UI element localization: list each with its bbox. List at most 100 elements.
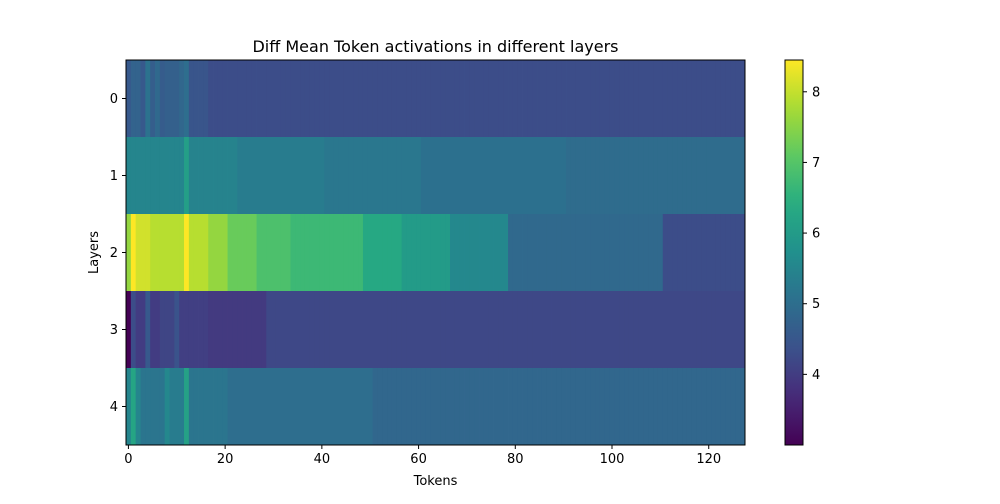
heatmap-cell xyxy=(222,291,228,369)
heatmap-cell xyxy=(691,214,698,292)
heatmap-cell xyxy=(546,214,552,292)
heatmap-cell xyxy=(164,214,170,292)
heatmap-cell xyxy=(285,368,291,446)
heatmap-cell xyxy=(401,137,407,215)
heatmap-cell xyxy=(382,291,388,369)
heatmap-cell xyxy=(469,137,475,215)
heatmap-cell xyxy=(213,137,219,215)
heatmap-cell xyxy=(643,137,649,215)
heatmap-cell xyxy=(585,60,591,138)
heatmap-cell xyxy=(648,60,654,138)
heatmap-cell xyxy=(483,368,490,446)
heatmap-cell xyxy=(633,60,640,138)
heatmap-cell xyxy=(464,60,470,138)
heatmap-cell xyxy=(551,291,557,369)
heatmap-cell xyxy=(280,291,286,369)
heatmap-cell xyxy=(440,214,446,292)
heatmap-cell xyxy=(135,214,141,292)
heatmap-cell xyxy=(672,137,678,215)
heatmap-cell xyxy=(701,137,707,215)
heatmap-cell xyxy=(696,60,702,138)
heatmap-cell xyxy=(701,60,707,138)
heatmap-cell xyxy=(459,60,465,138)
heatmap-cell xyxy=(372,214,378,292)
heatmap-cell xyxy=(290,137,296,215)
heatmap-cell xyxy=(304,368,311,446)
heatmap-cell xyxy=(561,214,567,292)
heatmap-cell xyxy=(483,291,490,369)
heatmap-cell xyxy=(474,60,480,138)
heatmap-cell xyxy=(628,137,635,215)
heatmap-cell xyxy=(164,60,170,138)
heatmap-cell xyxy=(624,291,630,369)
heatmap-cell xyxy=(619,291,625,369)
heatmap-cell xyxy=(222,368,228,446)
heatmap-cell xyxy=(570,368,577,446)
heatmap-cell xyxy=(696,368,702,446)
heatmap-cell xyxy=(343,291,349,369)
heatmap-cell xyxy=(517,137,523,215)
heatmap-cell xyxy=(541,137,548,215)
heatmap-cell xyxy=(653,214,659,292)
heatmap-cell xyxy=(667,60,673,138)
heatmap-cell xyxy=(435,137,441,215)
heatmap-cell xyxy=(159,60,166,138)
heatmap-cell xyxy=(159,137,166,215)
heatmap-cell xyxy=(566,368,572,446)
heatmap-cell xyxy=(682,137,688,215)
heatmap-cell xyxy=(435,214,441,292)
heatmap-cell xyxy=(454,291,461,369)
heatmap-cell xyxy=(382,368,388,446)
heatmap-cell xyxy=(657,60,664,138)
heatmap-cell xyxy=(585,291,591,369)
heatmap-cell xyxy=(706,368,712,446)
heatmap-cell xyxy=(198,60,204,138)
heatmap-cell xyxy=(575,291,581,369)
heatmap-cell xyxy=(517,368,523,446)
heatmap-cell xyxy=(256,368,262,446)
heatmap-cell xyxy=(169,291,175,369)
heatmap-cell xyxy=(232,368,238,446)
heatmap-cell xyxy=(474,368,480,446)
heatmap-cell xyxy=(416,214,422,292)
heatmap-cell xyxy=(464,368,470,446)
heatmap-cell xyxy=(590,60,596,138)
heatmap-cell xyxy=(556,214,562,292)
heatmap-cell xyxy=(184,137,190,215)
heatmap-cell xyxy=(532,214,538,292)
heatmap-cell xyxy=(227,214,233,292)
heatmap-cell xyxy=(614,60,620,138)
heatmap-cell xyxy=(653,291,659,369)
heatmap-cell xyxy=(585,137,591,215)
heatmap-cell xyxy=(362,368,369,446)
heatmap-cell xyxy=(140,368,146,446)
heatmap-cell xyxy=(508,60,514,138)
heatmap-cell xyxy=(599,368,606,446)
heatmap-cell xyxy=(353,291,359,369)
heatmap-cell xyxy=(309,214,316,292)
heatmap-cell xyxy=(242,368,248,446)
heatmap-cell xyxy=(711,291,717,369)
colorbar-tick-label: 5 xyxy=(812,297,820,312)
heatmap-cell xyxy=(715,60,722,138)
heatmap-cell xyxy=(246,214,253,292)
heatmap-cell xyxy=(503,214,509,292)
heatmap-cell xyxy=(391,137,398,215)
heatmap-cell xyxy=(740,291,746,369)
heatmap-cell xyxy=(430,368,436,446)
heatmap-cell xyxy=(300,291,306,369)
heatmap-cell xyxy=(677,368,683,446)
heatmap-cell xyxy=(725,291,731,369)
heatmap-cell xyxy=(358,291,364,369)
heatmap-cell xyxy=(479,368,485,446)
heatmap-cell xyxy=(570,60,577,138)
heatmap-cell xyxy=(498,60,504,138)
heatmap-cell xyxy=(169,137,175,215)
heatmap-cell xyxy=(290,368,296,446)
heatmap-cell xyxy=(217,60,224,138)
heatmap-cell xyxy=(271,137,277,215)
heatmap-cell xyxy=(387,137,393,215)
heatmap-cell xyxy=(469,60,475,138)
heatmap-cell xyxy=(725,368,731,446)
heatmap-cell xyxy=(387,368,393,446)
